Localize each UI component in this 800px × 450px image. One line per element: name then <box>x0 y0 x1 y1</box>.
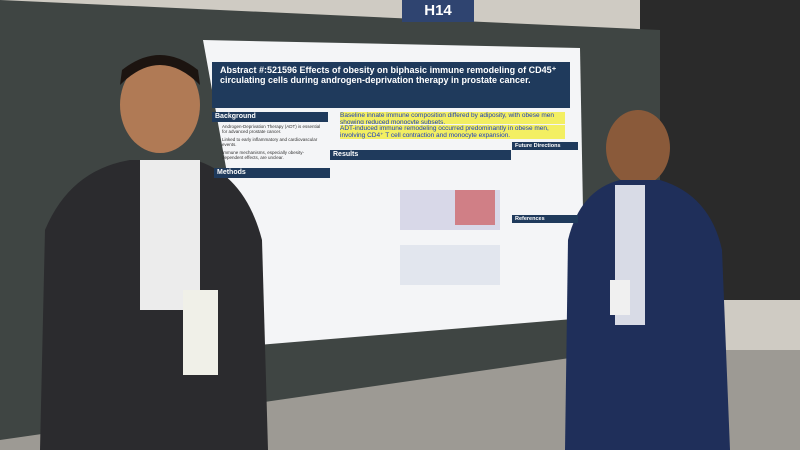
bullet: Linked to early inflammatory and cardiov… <box>222 137 318 148</box>
section-heading: Results <box>330 150 511 161</box>
poster-title: Abstract #:521596 Effects of obesity on … <box>220 65 557 86</box>
jacket-right <box>565 180 730 450</box>
head-right <box>606 110 670 186</box>
bullet: Immune mechanisms, especially obesity-de… <box>222 150 305 161</box>
section-heading: Background <box>212 112 328 123</box>
badge-left <box>183 290 218 375</box>
bullet: Androgen-Deprivation Therapy (ADT) is es… <box>222 124 321 135</box>
heatmap <box>455 190 495 225</box>
section-heading: References <box>512 215 578 224</box>
poster-plots <box>400 245 500 285</box>
section-heading: Future Directions <box>512 142 578 151</box>
poster-title-bar <box>212 62 570 108</box>
shirt-left <box>140 160 200 310</box>
sign-plate <box>402 0 474 22</box>
highlight: ADT-induced immune remodeling occurred p… <box>340 125 565 139</box>
hair-left <box>120 55 200 85</box>
head-left <box>120 57 200 153</box>
badge-right <box>610 280 630 315</box>
highlight: Baseline innate immune composition diffe… <box>340 112 565 124</box>
booth-sign: H14 <box>424 2 452 19</box>
section-heading: Methods <box>214 168 330 179</box>
